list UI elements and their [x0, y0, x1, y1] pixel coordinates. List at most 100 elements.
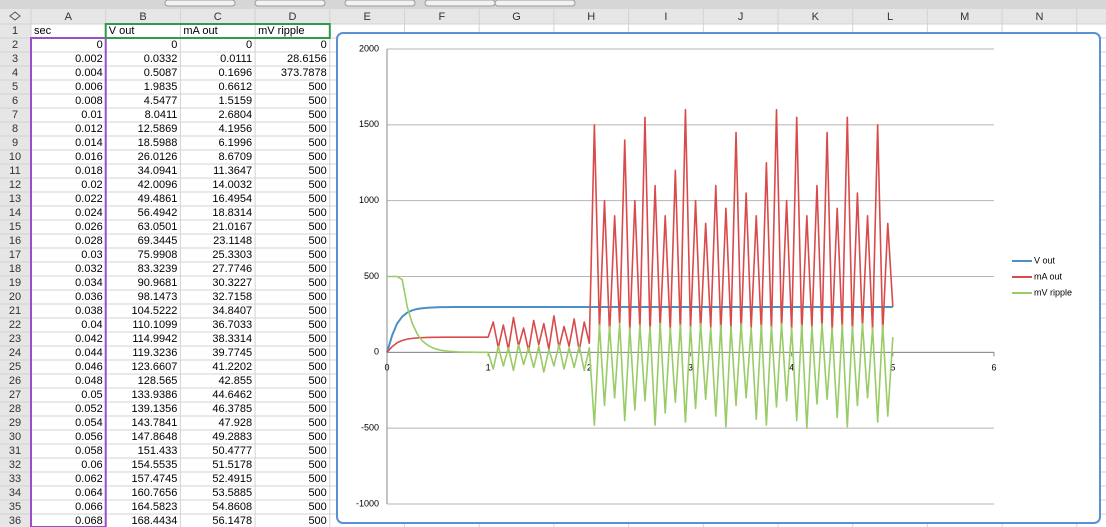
cell: 4.1956 — [218, 123, 252, 135]
cell: 0.032 — [75, 263, 103, 275]
column-header: G — [512, 11, 521, 23]
cell: 0.022 — [75, 193, 103, 205]
cell: 0 — [321, 39, 327, 51]
column-header: N — [1035, 11, 1043, 23]
cell: 38.3314 — [212, 333, 252, 345]
row-header: 14 — [9, 207, 21, 219]
cell: 0.064 — [75, 487, 103, 499]
y-tick-label: -500 — [361, 423, 379, 433]
cell: 6.1996 — [218, 137, 252, 149]
cell: 500 — [308, 95, 326, 107]
cell: 139.1356 — [132, 403, 178, 415]
row-header: 1 — [12, 25, 18, 37]
cell: 500 — [308, 81, 326, 93]
cell: 34.8407 — [212, 305, 252, 317]
cell: 0.062 — [75, 473, 103, 485]
select-all[interactable] — [9, 11, 21, 21]
cell: 23.1148 — [213, 235, 252, 247]
row-header: 30 — [9, 431, 21, 443]
cell: 500 — [308, 319, 326, 331]
cell: 373.7878 — [281, 67, 327, 79]
cell: 151.433 — [138, 445, 178, 457]
x-tick-label: 5 — [890, 363, 895, 373]
legend-label: mV ripple — [1034, 287, 1072, 297]
cell: 143.7841 — [132, 417, 178, 429]
row-header: 4 — [12, 67, 18, 79]
cell: 21.0167 — [212, 221, 252, 233]
cell: 104.5222 — [132, 305, 178, 317]
row-header: 23 — [9, 333, 21, 345]
toolbar-button[interactable] — [424, 0, 496, 7]
cell: 51.5178 — [212, 459, 252, 471]
cell: 69.3445 — [138, 235, 178, 247]
toolbar-button[interactable] — [344, 0, 416, 7]
cell: 0.042 — [75, 333, 103, 345]
cell: 114.9942 — [132, 333, 177, 345]
cell: 30.3227 — [212, 277, 252, 289]
cell: 1.5159 — [218, 95, 252, 107]
x-tick-label: 6 — [991, 363, 996, 373]
cell: 0.048 — [75, 375, 103, 387]
toolbar-button[interactable] — [494, 0, 576, 7]
row-header: 19 — [9, 277, 21, 289]
row-header: 9 — [12, 137, 18, 149]
cell: 0.054 — [75, 417, 103, 429]
toolbar-button[interactable] — [164, 0, 236, 7]
cell: 500 — [308, 221, 326, 233]
toolbar-button[interactable] — [254, 0, 326, 7]
row-header: 20 — [9, 291, 21, 303]
cell: 34.0941 — [138, 165, 178, 177]
row-header: 24 — [9, 347, 21, 359]
cell: 0.008 — [75, 95, 103, 107]
row-header: 26 — [9, 375, 21, 387]
cell: 157.4745 — [132, 473, 178, 485]
x-tick-label: 3 — [688, 363, 693, 373]
row-header: 32 — [9, 459, 21, 471]
row-header: 3 — [12, 53, 18, 65]
cell: 500 — [308, 207, 326, 219]
cell: 4.5477 — [144, 95, 178, 107]
row-header: 15 — [9, 221, 21, 233]
column-header: C — [214, 11, 222, 23]
row-header: 8 — [12, 123, 18, 135]
header-cell: mA out — [183, 25, 217, 37]
cell: 0.01 — [81, 109, 102, 121]
cell: 42.0096 — [138, 179, 178, 191]
legend-label: V out — [1034, 255, 1056, 265]
cell: 500 — [308, 501, 326, 513]
cell: 44.6462 — [212, 389, 252, 401]
selection-y — [104, 23, 331, 39]
cell: 0.028 — [75, 235, 103, 247]
row-header: 2 — [12, 39, 18, 51]
cell: 50.4777 — [212, 445, 252, 457]
x-tick-label: 0 — [384, 363, 389, 373]
cell: 36.7033 — [212, 319, 252, 331]
series-line — [387, 275, 894, 429]
row-header: 7 — [12, 109, 18, 121]
row-header: 29 — [9, 417, 21, 429]
y-tick-label: 1000 — [359, 195, 379, 205]
cell: 27.7746 — [212, 263, 252, 275]
y-tick-label: 2000 — [359, 43, 379, 53]
row-header: 5 — [12, 81, 18, 93]
row-header: 13 — [9, 193, 21, 205]
cell: 0.038 — [75, 305, 103, 317]
column-header: J — [738, 11, 744, 23]
cell: 500 — [308, 389, 326, 401]
cell: 0.066 — [75, 501, 103, 513]
cell: 12.5869 — [138, 123, 178, 135]
cell: 46.3785 — [212, 403, 252, 415]
cell: 0.058 — [75, 445, 103, 457]
cell: 500 — [308, 347, 326, 359]
cell: 18.5988 — [138, 137, 178, 149]
row-header: 16 — [9, 235, 21, 247]
column-header-bar — [0, 9, 1106, 24]
cell: 49.4861 — [138, 193, 178, 205]
cell: 0.004 — [75, 67, 103, 79]
legend-label: mA out — [1034, 271, 1063, 281]
cell: 56.1478 — [212, 515, 252, 527]
cell: 119.3236 — [132, 347, 177, 359]
x-tick-label: 2 — [587, 363, 592, 373]
